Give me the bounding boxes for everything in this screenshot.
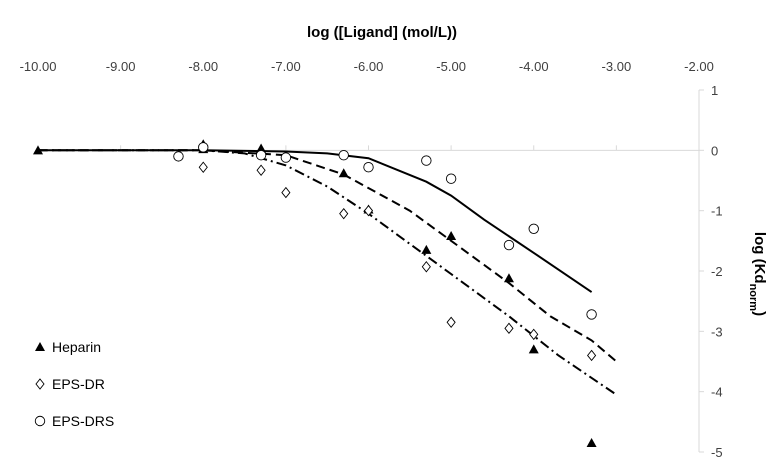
point-heparin: [586, 437, 597, 447]
x-tick-label: -4.00: [519, 59, 549, 74]
point-eps-drs: [421, 155, 432, 166]
point-eps-drs: [173, 151, 184, 162]
y-tick-label: -3: [711, 324, 723, 339]
point-eps-dr: [587, 349, 597, 362]
point-heparin: [33, 145, 43, 155]
x-axis-title: log ([Ligand] (mol/L)): [307, 24, 457, 41]
point-eps-drs: [445, 173, 457, 184]
y-tick-label: -2: [711, 264, 723, 279]
y-tick-label: -4: [711, 385, 723, 400]
legend-marker-heparin: [35, 342, 45, 351]
legend-label-eps-dr: EPS-DR: [52, 376, 105, 392]
y-tick-label: 0: [711, 143, 718, 158]
y-axis-title-suffix: ): [751, 311, 768, 316]
point-eps-dr: [446, 316, 456, 329]
point-eps-dr: [504, 322, 514, 335]
point-heparin: [338, 168, 349, 178]
y-axis-title-main: log (Kd: [751, 232, 768, 284]
point-eps-drs: [255, 149, 267, 161]
data-markers: [33, 139, 597, 447]
y-tick-label: -1: [711, 204, 723, 219]
y-tick-label: -5: [711, 445, 723, 460]
y-axis-title-subscript: norm: [747, 284, 759, 312]
x-tick-label: -3.00: [602, 59, 632, 74]
trend-lines: [38, 149, 618, 396]
point-heparin: [256, 143, 267, 153]
trend-line-eps-dr: [38, 149, 617, 396]
point-eps-drs: [503, 239, 515, 251]
point-eps-drs: [280, 152, 292, 163]
point-eps-drs: [528, 223, 539, 234]
x-tick-label: -7.00: [271, 59, 301, 74]
x-tick-label: -5.00: [436, 59, 466, 74]
point-eps-dr: [198, 161, 208, 173]
point-heparin: [528, 344, 539, 354]
point-eps-drs: [198, 142, 209, 153]
x-tick-label: -8.00: [188, 59, 218, 74]
legend-marker-eps-dr: [35, 378, 45, 390]
x-axis: -10.00 -9.00 -8.00 -7.00 -6.00 -5.00 -4.00 -3.0…: [20, 59, 714, 151]
point-eps-dr: [363, 204, 374, 217]
trend-line-eps-drs: [38, 149, 593, 293]
x-tick-label: -10.00: [20, 59, 57, 74]
point-heparin: [446, 231, 457, 241]
y-tick-label: 1: [711, 83, 718, 98]
y-axis: 1 0 -1 -2 -3 -4 -5: [698, 83, 723, 460]
x-tick-label: -6.00: [354, 59, 384, 74]
y-axis-title: log (Kdnorm): [747, 232, 768, 316]
legend: Heparin EPS-DR EPS-DRS: [34, 339, 114, 429]
point-heparin: [503, 273, 514, 283]
x-tick-label: -2.00: [684, 59, 714, 74]
point-eps-dr: [339, 207, 349, 220]
point-eps-drs: [363, 162, 374, 173]
point-heparin: [421, 244, 432, 254]
legend-label-eps-drs: EPS-DRS: [52, 413, 114, 429]
trend-line-heparin: [38, 149, 618, 363]
point-eps-dr: [529, 328, 539, 341]
point-eps-dr: [281, 186, 291, 199]
legend-marker-eps-drs: [34, 415, 46, 427]
point-eps-drs: [338, 149, 349, 161]
x-tick-label: -9.00: [106, 59, 136, 74]
point-eps-drs: [586, 309, 597, 320]
point-eps-dr: [256, 164, 266, 176]
point-eps-dr: [421, 261, 431, 273]
legend-label-heparin: Heparin: [52, 339, 101, 355]
